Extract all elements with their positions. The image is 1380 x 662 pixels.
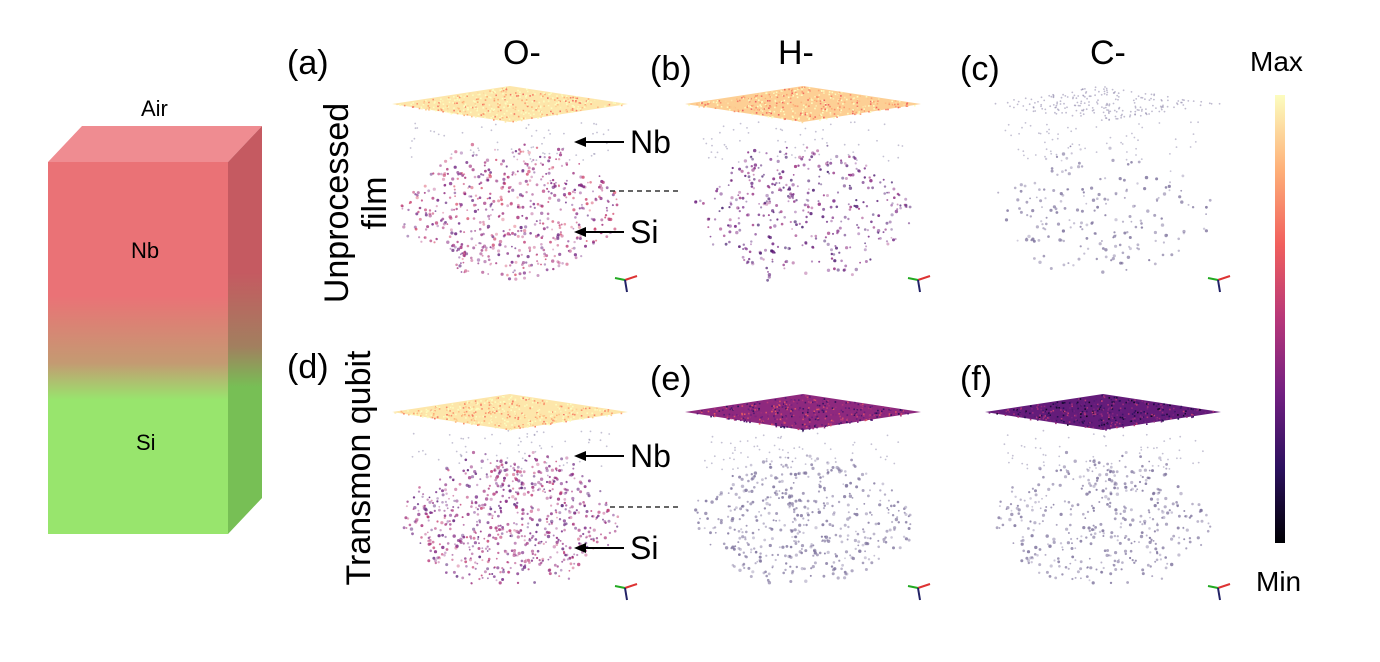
panel-b [685, 86, 931, 293]
stack-front-face [48, 162, 228, 534]
colorbar-min-label: Min [1256, 566, 1302, 597]
row-header-unprocessed-line2: film [356, 176, 394, 230]
stack-side-face [228, 126, 262, 534]
row-header-unprocessed: Unprocessed film [318, 88, 394, 318]
stack-label-air: Air [141, 96, 168, 121]
panel-label-d: (d) [287, 348, 329, 386]
panel-c [985, 86, 1231, 293]
panels-layer [392, 86, 1231, 601]
column-header-o: O- [503, 34, 541, 72]
substrate-cloud [997, 121, 1212, 274]
film-layer [392, 394, 628, 430]
substrate-cloud [400, 122, 619, 281]
axes-triad-icon [614, 275, 638, 293]
layer-stack [48, 126, 262, 534]
panel-e [685, 394, 931, 601]
panel-label-a: (a) [287, 44, 329, 82]
label-nb-row2: Nb [630, 438, 671, 474]
stack-top-face [48, 126, 262, 162]
panel-label-f: (f) [960, 360, 993, 398]
panel-f [985, 394, 1231, 601]
film-layer [685, 86, 921, 122]
label-si-row1: Si [630, 214, 659, 250]
arrowhead-nb-row1 [574, 137, 586, 147]
stack-label-nb: Nb [131, 238, 160, 263]
colorbar [1275, 95, 1285, 543]
column-header-c: C- [1090, 34, 1126, 72]
arrowhead-si-row2 [574, 543, 586, 553]
colorbar-max-label: Max [1250, 46, 1303, 77]
axes-triad-icon [1207, 275, 1231, 293]
substrate-cloud [694, 121, 912, 282]
row-header-transmon-line1: Transmon qubit [340, 350, 378, 586]
label-si-row2: Si [630, 530, 659, 566]
panel-label-e: (e) [650, 360, 692, 398]
row-header-transmon: Transmon qubit [340, 338, 378, 598]
panel-d [392, 394, 638, 601]
column-header-h: H- [778, 34, 814, 72]
substrate-cloud [694, 430, 912, 585]
panel-label-b: (b) [650, 50, 692, 88]
axes-triad-icon [614, 583, 638, 601]
substrate-cloud [402, 429, 620, 585]
panel-a [392, 86, 638, 293]
arrowhead-si-row1 [574, 227, 586, 237]
arrowhead-nb-row2 [574, 451, 586, 461]
axes-triad-icon [907, 583, 931, 601]
label-nb-row1: Nb [630, 124, 671, 160]
row-header-unprocessed-line1: Unprocessed [318, 102, 356, 304]
annotation-arrows [574, 137, 624, 553]
film-layer [985, 86, 1221, 122]
axes-triad-icon [907, 275, 931, 293]
substrate-cloud [995, 429, 1212, 585]
axes-triad-icon [1207, 583, 1231, 601]
stack-label-si: Si [136, 430, 156, 455]
panel-label-c: (c) [960, 50, 1000, 88]
